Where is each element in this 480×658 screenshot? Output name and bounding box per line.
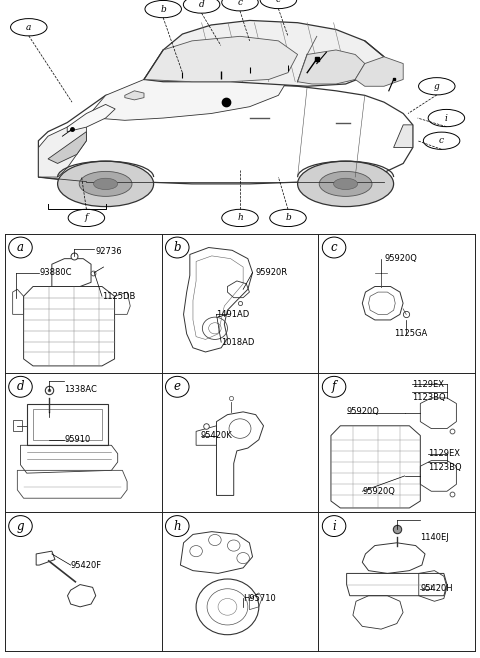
Circle shape bbox=[94, 178, 118, 190]
Circle shape bbox=[319, 171, 372, 196]
Circle shape bbox=[298, 161, 394, 207]
Text: c: c bbox=[439, 136, 444, 145]
Text: a: a bbox=[17, 241, 24, 254]
Text: c: c bbox=[331, 241, 337, 254]
Text: 95910: 95910 bbox=[64, 435, 91, 444]
Circle shape bbox=[58, 161, 154, 207]
Text: 1338AC: 1338AC bbox=[64, 385, 97, 394]
Text: 95420K: 95420K bbox=[201, 431, 232, 440]
Circle shape bbox=[334, 178, 358, 190]
Text: h: h bbox=[237, 213, 243, 222]
Text: 1129EX: 1129EX bbox=[428, 449, 460, 458]
Text: 95920Q: 95920Q bbox=[347, 407, 380, 417]
Text: f: f bbox=[332, 380, 336, 393]
Text: 1125DB: 1125DB bbox=[102, 291, 135, 301]
Text: 95420H: 95420H bbox=[420, 584, 453, 594]
Polygon shape bbox=[125, 91, 144, 100]
Polygon shape bbox=[355, 57, 403, 86]
Text: d: d bbox=[199, 0, 204, 9]
Polygon shape bbox=[144, 20, 384, 86]
Text: e: e bbox=[174, 380, 181, 393]
Polygon shape bbox=[67, 105, 115, 132]
Text: 1129EX: 1129EX bbox=[412, 380, 444, 388]
Text: 1123BQ: 1123BQ bbox=[412, 393, 446, 403]
Bar bbox=[27, 403, 108, 445]
Text: 93880C: 93880C bbox=[39, 268, 72, 277]
Text: g: g bbox=[434, 82, 440, 91]
Polygon shape bbox=[38, 118, 86, 177]
Text: 95920Q: 95920Q bbox=[384, 254, 417, 263]
Text: 95420F: 95420F bbox=[71, 561, 102, 570]
Text: 1018AD: 1018AD bbox=[221, 338, 254, 347]
Text: e: e bbox=[276, 0, 281, 5]
Text: a: a bbox=[26, 23, 32, 32]
Text: 1123BQ: 1123BQ bbox=[428, 463, 462, 472]
Text: g: g bbox=[17, 520, 24, 532]
Text: f: f bbox=[84, 213, 88, 222]
Text: i: i bbox=[445, 114, 448, 122]
Circle shape bbox=[79, 171, 132, 196]
Text: 95920R: 95920R bbox=[256, 268, 288, 277]
Text: 92736: 92736 bbox=[96, 247, 122, 256]
Bar bbox=[12, 420, 22, 432]
Polygon shape bbox=[394, 125, 413, 147]
Text: 1491AD: 1491AD bbox=[216, 310, 250, 319]
Polygon shape bbox=[86, 70, 288, 120]
Bar bbox=[33, 409, 102, 440]
Text: H95710: H95710 bbox=[243, 594, 276, 603]
Text: 95920Q: 95920Q bbox=[362, 487, 395, 495]
Text: i: i bbox=[332, 520, 336, 532]
Text: d: d bbox=[17, 380, 24, 393]
Text: h: h bbox=[173, 520, 181, 532]
Polygon shape bbox=[48, 132, 86, 163]
Text: b: b bbox=[174, 241, 181, 254]
Text: b: b bbox=[285, 213, 291, 222]
Polygon shape bbox=[298, 50, 365, 84]
Text: c: c bbox=[238, 0, 242, 7]
Polygon shape bbox=[144, 36, 298, 82]
Text: 1125GA: 1125GA bbox=[394, 330, 427, 338]
Text: 1140EJ: 1140EJ bbox=[420, 533, 449, 542]
Text: b: b bbox=[160, 5, 166, 14]
